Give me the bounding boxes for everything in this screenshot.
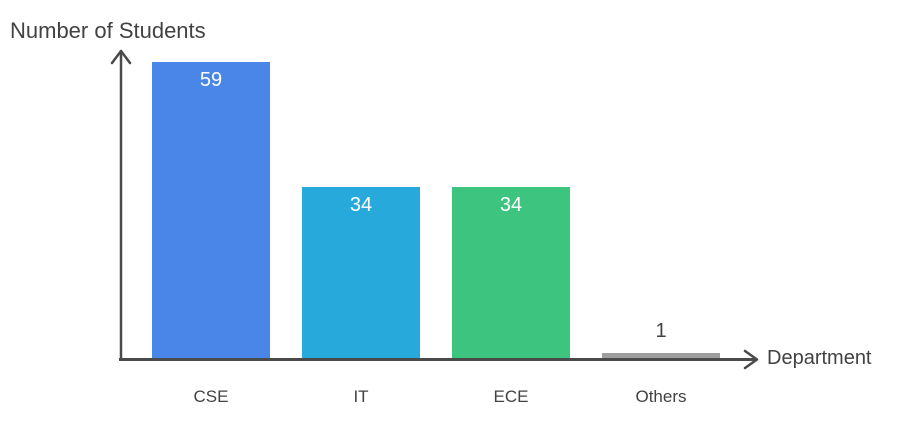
bar-ece[interactable] (452, 187, 570, 358)
bar-value-label: 34 (349, 194, 373, 216)
category-label-ece: ECE (493, 387, 529, 406)
y-axis-arrow-icon (110, 49, 132, 65)
bar-others[interactable] (602, 353, 720, 358)
y-axis-title: Number of Students (10, 18, 206, 43)
x-axis-arrow-icon (743, 349, 759, 370)
bar-cse[interactable] (152, 62, 270, 358)
bar-value-label: 1 (655, 320, 667, 342)
category-label-cse: CSE (193, 387, 229, 406)
bar-it[interactable] (302, 187, 420, 358)
bar-value-label: 34 (499, 194, 523, 216)
bar-value-label: 59 (199, 69, 223, 91)
category-label-others: Others (635, 387, 687, 406)
x-axis-title: Department (767, 347, 872, 369)
category-label-it: IT (353, 387, 369, 406)
